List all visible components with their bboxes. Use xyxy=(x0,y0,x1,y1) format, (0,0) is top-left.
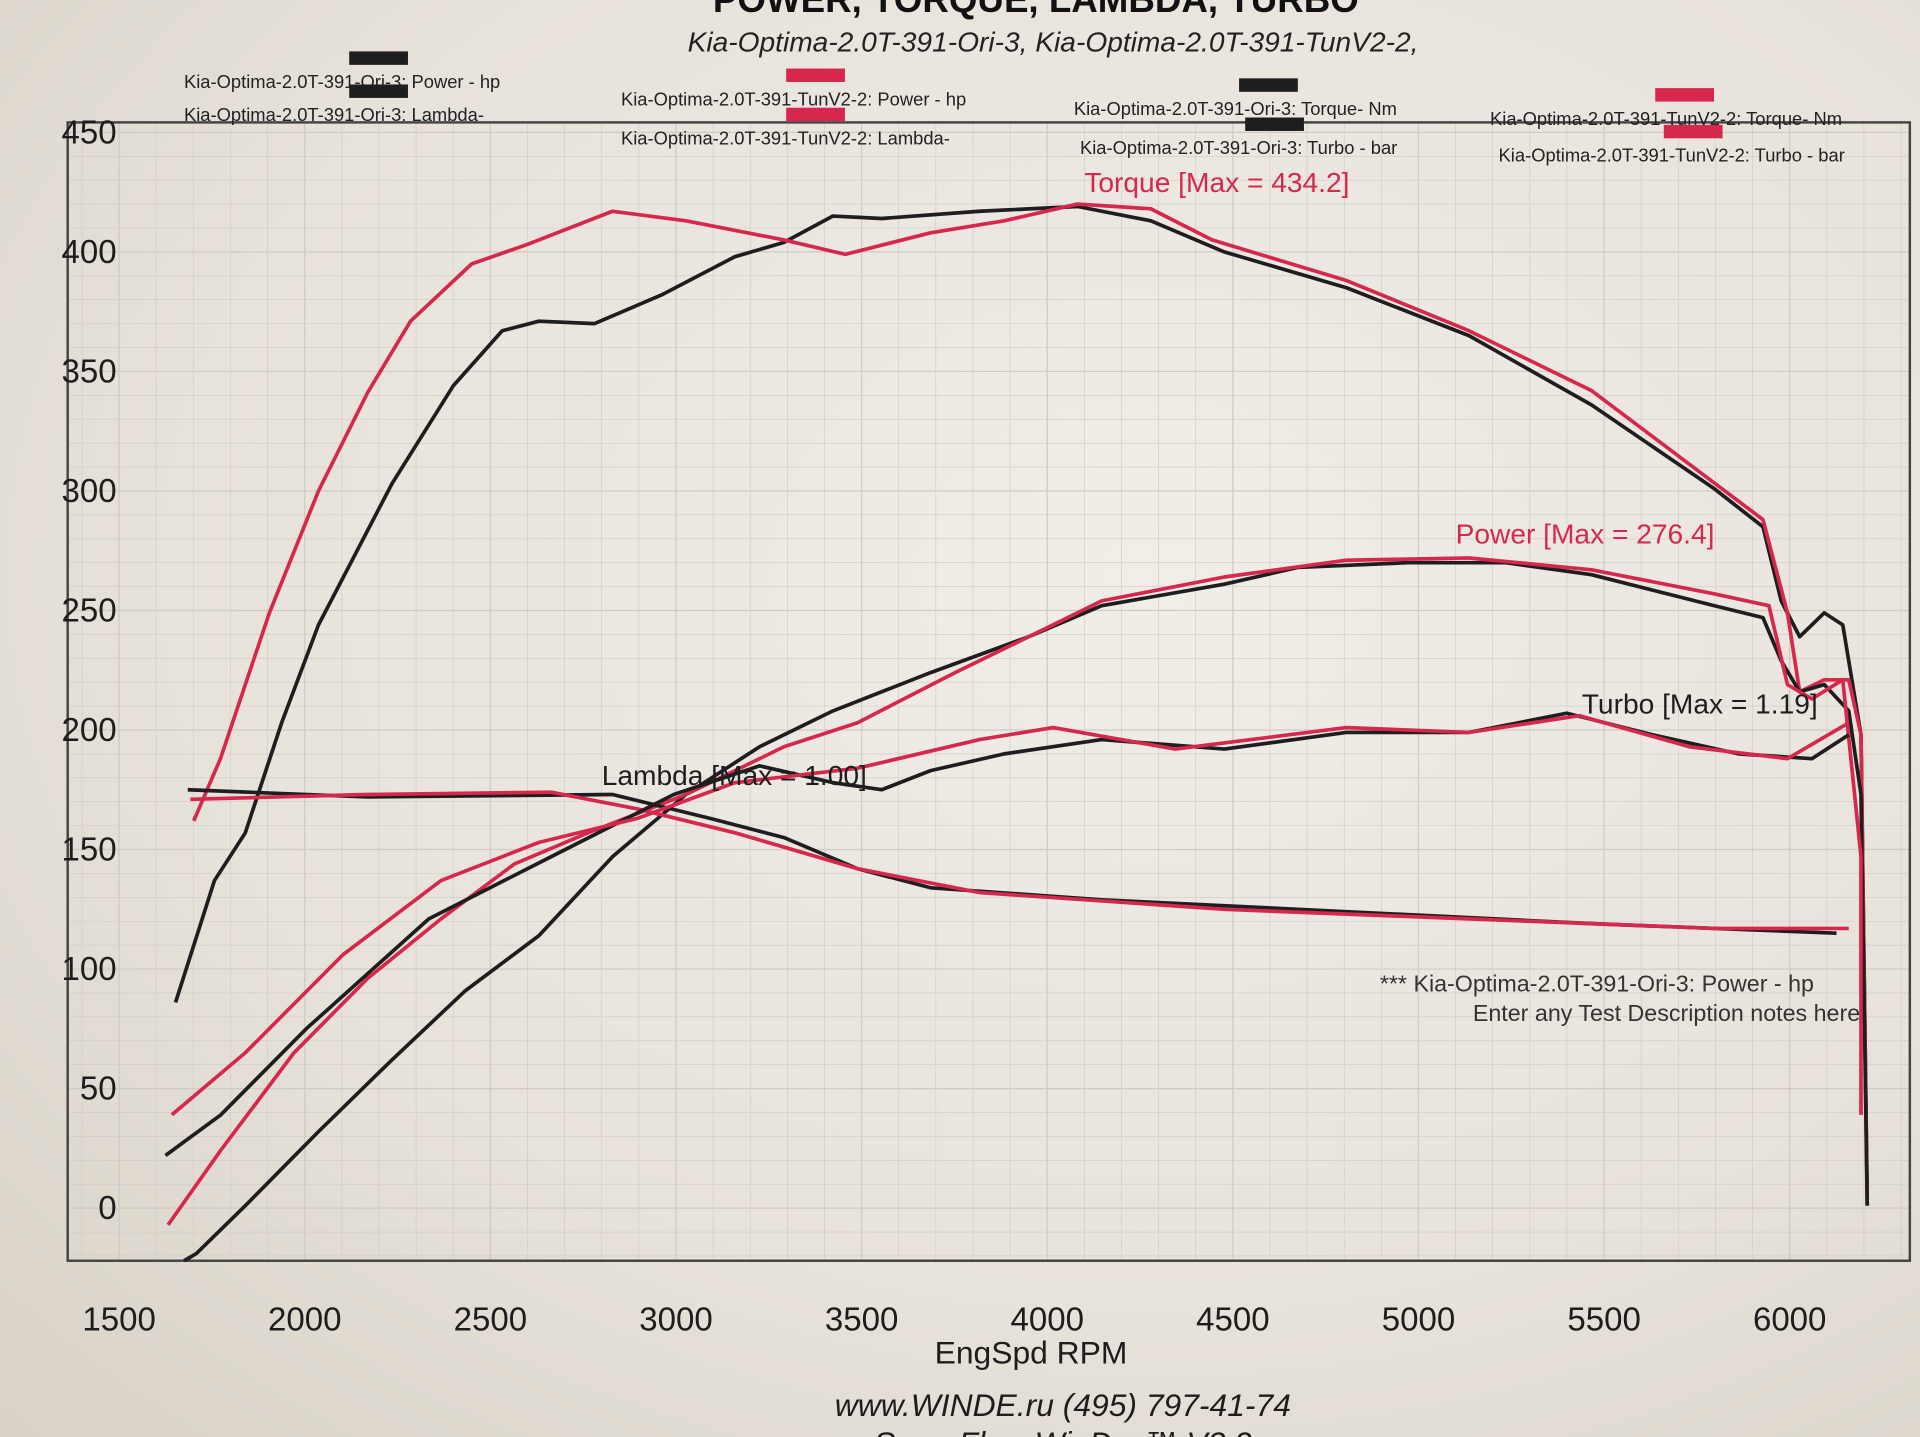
legend-swatch xyxy=(786,107,845,122)
legend-label: Kia-Optima-2.0T-391-TunV2-2: Power - hp xyxy=(621,88,966,109)
plot-frame xyxy=(66,121,1912,1262)
test-note-2: Enter any Test Description notes here xyxy=(1473,1000,1860,1026)
series-line-kia-optima-2-0t-391-ori-3-lambda xyxy=(187,787,1837,936)
legend: Kia-Optima-2.0T-391-Ori-3: Power - hp Kia… xyxy=(184,51,1845,166)
legend-item: Kia-Optima-2.0T-391-TunV2-2: Torque- Nm xyxy=(1490,88,1842,129)
y-tick-label: 200 xyxy=(62,712,117,749)
axis-ticks: 1500 2000 2500 3000 3500 4000 4500 5000 5500 6000… xyxy=(62,114,1827,1338)
legend-label: Kia-Optima-2.0T-391-Ori-3: Turbo - bar xyxy=(1080,137,1397,158)
x-tick-label: 3000 xyxy=(639,1302,712,1339)
annotation-label: Torque [Max = 434.2] xyxy=(1084,167,1349,198)
y-tick-label: 150 xyxy=(62,832,117,869)
y-tick-label: 300 xyxy=(62,473,117,510)
x-tick-label: 5000 xyxy=(1382,1302,1455,1339)
y-tick-label: 400 xyxy=(62,234,117,271)
legend-label: Kia-Optima-2.0T-391-Ori-3: Power - hp xyxy=(184,71,500,92)
y-tick-label: 250 xyxy=(62,592,117,629)
x-tick-label: 4000 xyxy=(1010,1302,1083,1339)
series-line-kia-optima-2-0t-391-tunv2-2-turbo xyxy=(170,713,1850,1117)
legend-item: Kia-Optima-2.0T-391-Ori-3: Turbo - bar xyxy=(1080,117,1397,158)
series-line-kia-optima-2-0t-391-ori-3-power xyxy=(183,560,1870,1263)
legend-swatch xyxy=(349,84,408,98)
legend-label: Kia-Optima-2.0T-391-TunV2-2: Lambda- xyxy=(621,127,950,148)
y-tick-label: 50 xyxy=(80,1071,117,1108)
x-tick-label: 2000 xyxy=(268,1302,341,1339)
legend-item: Kia-Optima-2.0T-391-TunV2-2: Turbo - bar xyxy=(1499,124,1845,166)
grid xyxy=(67,122,1910,1261)
legend-item: Kia-Optima-2.0T-391-Ori-3: Lambda- xyxy=(184,84,484,125)
x-tick-label: 4500 xyxy=(1196,1302,1269,1339)
series-lines xyxy=(164,202,1870,1263)
series-line-kia-optima-2-0t-391-tunv2-2-power xyxy=(166,556,1863,1226)
footer-software: SuperFlow WinDyn™ V3.2 xyxy=(874,1425,1252,1437)
legend-label: Kia-Optima-2.0T-391-Ori-3: Torque- Nm xyxy=(1074,98,1397,119)
x-tick-label: 5500 xyxy=(1567,1302,1640,1339)
legend-swatch xyxy=(1245,117,1304,131)
x-tick-label: 3500 xyxy=(825,1302,898,1339)
test-note-1: *** Kia-Optima-2.0T-391-Ori-3: Power - h… xyxy=(1380,970,1814,996)
legend-swatch xyxy=(786,68,845,83)
chart-title: POWER, TORQUE, LAMBDA, TURBO xyxy=(713,0,1359,20)
legend-swatch xyxy=(1239,78,1298,92)
legend-swatch xyxy=(1663,124,1723,139)
x-axis-label: EngSpd RPM xyxy=(935,1335,1128,1371)
y-tick-label: 450 xyxy=(62,114,117,151)
y-tick-label: 100 xyxy=(62,951,117,988)
legend-item: Kia-Optima-2.0T-391-TunV2-2: Lambda- xyxy=(621,107,950,148)
x-tick-label: 2500 xyxy=(454,1302,527,1339)
series-line-kia-optima-2-0t-391-tunv2-2-torque xyxy=(192,202,1870,1206)
legend-label: Kia-Optima-2.0T-391-TunV2-2: Turbo - bar xyxy=(1499,145,1845,166)
legend-item: Kia-Optima-2.0T-391-Ori-3: Torque- Nm xyxy=(1074,78,1397,119)
legend-item: Kia-Optima-2.0T-391-Ori-3: Power - hp xyxy=(184,51,500,92)
y-tick-label: 0 xyxy=(98,1190,116,1227)
legend-label: Kia-Optima-2.0T-391-Ori-3: Lambda- xyxy=(184,104,484,125)
footer-contact: www.WINDE.ru (495) 797-41-74 xyxy=(835,1387,1291,1423)
legend-swatch xyxy=(1655,88,1714,102)
series-line-kia-optima-2-0t-391-tunv2-2-lambda xyxy=(190,790,1849,931)
x-tick-label: 6000 xyxy=(1753,1302,1826,1339)
legend-swatch xyxy=(349,51,408,65)
legend-label: Kia-Optima-2.0T-391-TunV2-2: Torque- Nm xyxy=(1490,108,1842,129)
y-tick-label: 350 xyxy=(62,353,117,390)
annotation-label: Lambda [Max = 1.00] xyxy=(602,760,867,791)
legend-item: Kia-Optima-2.0T-391-TunV2-2: Power - hp xyxy=(621,68,966,109)
x-tick-label: 1500 xyxy=(82,1302,155,1339)
annotation-label: Turbo [Max = 1.19] xyxy=(1582,688,1818,719)
annotation-label: Power [Max = 276.4] xyxy=(1456,519,1715,550)
chart-subtitle: Kia-Optima-2.0T-391-Ori-3, Kia-Optima-2.… xyxy=(688,26,1419,57)
annotations: Torque [Max = 434.2] Power [Max = 276.4] T… xyxy=(602,167,1818,791)
